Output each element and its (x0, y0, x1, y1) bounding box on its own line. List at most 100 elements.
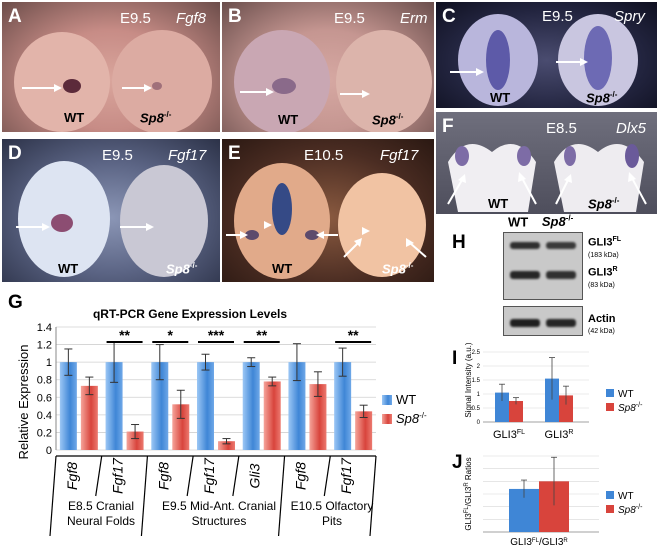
chart-g-bar (151, 362, 169, 450)
chart-g-cat-label: Fgf17 (201, 457, 217, 494)
panel-label-g: G (8, 292, 23, 313)
chart-i-ylabel: Signal Intensity (a.u.) (464, 342, 473, 417)
gene-label-a: Fgf8 (176, 10, 207, 27)
legend-i-label-mut: Sp8-/- (618, 402, 643, 414)
chart-g-bar (263, 381, 281, 450)
panel-label-j: J (452, 452, 463, 473)
blot-wt-label: WT (508, 214, 529, 230)
group-label-2-line-2: Structures (192, 514, 247, 528)
mut-label-c: Sp8-/- (586, 90, 618, 106)
gene-label-c: Spry (614, 8, 645, 25)
legend-label-mut: Sp8-/- (396, 411, 427, 426)
group-label-1-line-1: E8.5 Cranial (68, 499, 134, 513)
wt-label-a: WT (64, 110, 85, 125)
legend-j-swatch-mut (606, 505, 614, 513)
chart-i: Signal Intensity (a.u.) 0 0.5 1 1.5 2 2.5 GLI… (464, 342, 643, 441)
chart-g-bar (355, 411, 373, 450)
group-label-3-line-1: E10.5 Olfactory (291, 499, 374, 513)
legend-label-wt: WT (396, 392, 416, 407)
chart-g-bar (80, 385, 98, 450)
panel-d: D E9.5 Fgf17 WT Sp8-/- (2, 139, 220, 282)
legend-i-swatch-wt (606, 389, 614, 397)
chart-g-bar (242, 362, 260, 450)
panel-label-f: F (442, 116, 454, 137)
panel-label-c: C (442, 6, 456, 27)
mut-label-f: Sp8-/- (588, 196, 620, 212)
chart-g-bar (309, 384, 327, 450)
chart-g-sig-mark: ** (256, 327, 267, 343)
panel-b: B E9.5 Erm WT Sp8-/- (222, 2, 434, 132)
chart-g-ylabel: Relative Expression (16, 345, 31, 460)
chart-g-ytick: 1.2 (37, 340, 52, 352)
panel-label-e: E (228, 143, 241, 164)
wt-label-b: WT (278, 112, 299, 127)
legend-i-label-wt: WT (618, 389, 634, 400)
mut-label-b: Sp8-/- (372, 112, 404, 128)
chart-g-bar (59, 362, 77, 450)
gene-label-e: Fgf17 (380, 147, 419, 164)
stage-label-e: E10.5 (304, 147, 344, 164)
chart-g-ytick: 1 (46, 357, 52, 369)
gene-label-d: Fgf17 (168, 147, 207, 164)
chart-g-legend: WT Sp8-/- (382, 392, 427, 426)
chart-i-bar (559, 395, 573, 422)
mut-label-a: Sp8-/- (140, 110, 172, 126)
chart-i-bar (545, 378, 559, 422)
chart-g-cat-divider (232, 455, 240, 497)
panel-label-d: D (8, 143, 22, 164)
group-label-2-line-1: E9.5 Mid-Ant. Cranial (162, 499, 276, 513)
chart-g-sig-mark: * (168, 327, 174, 343)
chart-g-bar (218, 441, 235, 450)
chart-g-bar (288, 362, 306, 450)
chart-g: qRT-PCR Gene Expression Levels Relative … (16, 307, 427, 537)
chart-g-ytick: 0.8 (37, 375, 52, 387)
chart-g-sig-mark: *** (208, 327, 225, 343)
chart-g-ytick: 0.4 (37, 410, 52, 422)
chart-j-legend: WT Sp8-/- (606, 491, 643, 516)
gene-label-f: Dlx5 (616, 120, 647, 137)
chart-g-ytick: 0.6 (37, 392, 52, 404)
panel-label-b: B (228, 6, 242, 27)
stage-label-a: E9.5 (120, 10, 151, 27)
legend-i-swatch-mut (606, 403, 614, 411)
panel-a: A E9.5 Fgf8 WT Sp8-/- (2, 2, 220, 132)
panel-e: E E10.5 Fgf17 WT Sp8-/- (222, 139, 434, 282)
chart-g-cat-label: Gli3 (247, 463, 263, 488)
blot-band-label-fl: GLI3FL (183 kDa) (588, 236, 622, 259)
chart-g-cat-divider (140, 455, 149, 537)
chart-i-cat-2: GLI3R (545, 429, 574, 441)
legend-j-swatch-wt (606, 491, 614, 499)
chart-i-cat-1: GLI3FL (493, 429, 525, 441)
chart-g-bar (197, 362, 214, 450)
chart-g-ytick: 1.4 (37, 322, 52, 334)
chart-i-ytick: 2 (477, 364, 481, 370)
chart-g-cat-divider (369, 455, 377, 537)
chart-i-ytick: 1.5 (472, 378, 481, 384)
wt-label-c: WT (490, 90, 511, 105)
group-label-3-line-2: Pits (322, 514, 342, 528)
chart-j: GLI3FL/GLI3R Ratios GLI3FL/GLI3R WT Sp8-… (464, 455, 643, 548)
embryo-image-d (16, 161, 208, 277)
mut-label-e: Sp8-/- (382, 261, 414, 277)
blot-gli3 (503, 232, 583, 300)
chart-g-bar (172, 404, 190, 450)
chart-g-cat-label: Fgf17 (110, 457, 126, 494)
chart-g-cat-divider (95, 455, 103, 497)
chart-g-cat-divider (277, 455, 286, 537)
embryo-image-b (234, 30, 432, 132)
group-label-1-line-2: Neural Folds (67, 514, 135, 528)
wt-label-d: WT (58, 261, 79, 276)
blot-band-label-r: GLI3R (83 kDa) (588, 266, 618, 289)
mut-label-d: Sp8-/- (166, 261, 198, 277)
stage-label-f: E8.5 (546, 120, 577, 137)
chart-g-cat-label: Fgf8 (292, 462, 308, 490)
chart-j-ylabel: GLI3FL/GLI3R Ratios (464, 457, 473, 530)
chart-g-bar (105, 362, 123, 450)
panel-label-a: A (8, 6, 22, 27)
chart-g-sig-mark: ** (119, 327, 130, 343)
chart-g-cat-label: Fgf17 (338, 457, 354, 494)
panel-c: C E9.5 Spry WT Sp8-/- (436, 2, 657, 108)
embryo-image-e (226, 163, 427, 279)
legend-j-label-wt: WT (618, 491, 634, 502)
legend-j-label-mut: Sp8-/- (618, 504, 643, 516)
